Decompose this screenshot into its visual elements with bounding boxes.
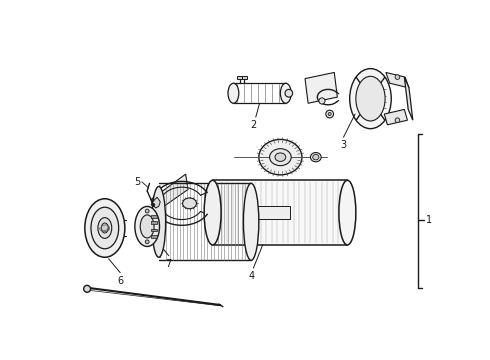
Ellipse shape bbox=[101, 223, 108, 233]
Bar bbox=[151, 229, 157, 231]
Polygon shape bbox=[305, 72, 337, 103]
Bar bbox=[237, 76, 242, 78]
Ellipse shape bbox=[356, 76, 385, 121]
Text: 2: 2 bbox=[250, 120, 257, 130]
Ellipse shape bbox=[244, 183, 259, 260]
Circle shape bbox=[395, 75, 400, 80]
Ellipse shape bbox=[204, 180, 221, 245]
Ellipse shape bbox=[259, 139, 302, 175]
Ellipse shape bbox=[85, 199, 125, 257]
Ellipse shape bbox=[311, 153, 321, 162]
Circle shape bbox=[145, 240, 149, 244]
Circle shape bbox=[328, 112, 331, 116]
Bar bbox=[151, 235, 157, 238]
Circle shape bbox=[285, 89, 293, 97]
Circle shape bbox=[326, 110, 334, 118]
Polygon shape bbox=[386, 72, 409, 88]
Circle shape bbox=[145, 209, 149, 213]
Text: 6: 6 bbox=[117, 276, 123, 286]
Polygon shape bbox=[404, 77, 413, 120]
Text: 4: 4 bbox=[249, 271, 255, 281]
Ellipse shape bbox=[183, 198, 196, 209]
Text: 1: 1 bbox=[426, 215, 432, 225]
Circle shape bbox=[319, 98, 325, 104]
Circle shape bbox=[84, 285, 91, 292]
Bar bbox=[255, 206, 290, 219]
Text: 7: 7 bbox=[166, 259, 172, 269]
Ellipse shape bbox=[339, 180, 356, 245]
Ellipse shape bbox=[91, 207, 119, 249]
Bar bbox=[151, 215, 157, 217]
Bar bbox=[213, 180, 347, 245]
Ellipse shape bbox=[350, 69, 392, 129]
Ellipse shape bbox=[275, 153, 286, 161]
Bar bbox=[242, 76, 246, 78]
Text: 5: 5 bbox=[134, 177, 140, 187]
Ellipse shape bbox=[140, 214, 159, 230]
Ellipse shape bbox=[280, 83, 291, 103]
Polygon shape bbox=[384, 109, 408, 125]
Ellipse shape bbox=[140, 215, 154, 238]
Ellipse shape bbox=[270, 149, 291, 166]
Bar bbox=[151, 221, 157, 224]
Ellipse shape bbox=[135, 206, 159, 247]
Text: 3: 3 bbox=[341, 140, 346, 150]
Ellipse shape bbox=[228, 83, 239, 103]
Ellipse shape bbox=[152, 186, 166, 257]
Circle shape bbox=[152, 203, 155, 206]
Circle shape bbox=[395, 118, 400, 122]
Polygon shape bbox=[151, 197, 160, 208]
Ellipse shape bbox=[144, 217, 155, 226]
Ellipse shape bbox=[98, 217, 112, 238]
Polygon shape bbox=[151, 174, 188, 213]
Ellipse shape bbox=[313, 154, 319, 160]
